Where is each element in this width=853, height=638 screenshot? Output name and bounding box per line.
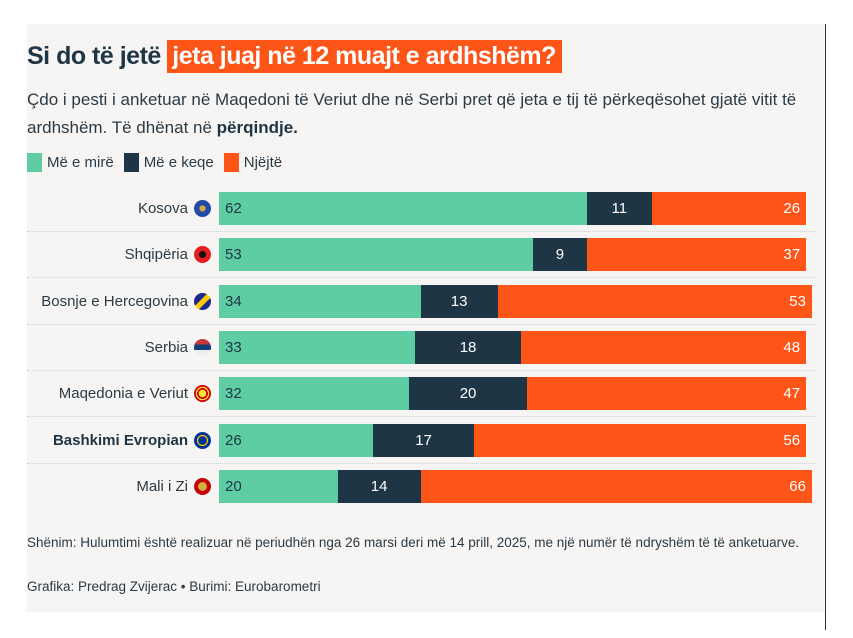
flag-kosovo-icon: [194, 200, 211, 217]
chart-card: Si do të jetë jeta juaj në 12 muajt e ar…: [27, 24, 825, 612]
row-divider: [27, 416, 815, 418]
flag-north-macedonia-icon: [194, 385, 211, 403]
category-label-text: Bosnje e Hercegovina: [41, 292, 188, 310]
data-label-same: 26: [783, 200, 801, 217]
stacked-bar-chart: Kosova 62 11 26 Shqipëria 53 9 37 Bosnje e Herce…: [27, 24, 825, 612]
bar-segment-worse: [373, 423, 474, 457]
category-label: Kosova: [138, 192, 211, 225]
flag-eu-icon: [194, 431, 211, 449]
legend-label-same: Njëjtë: [243, 154, 283, 171]
legend-item-worse: Më e keqe: [123, 153, 214, 172]
category-label-text: Serbia: [144, 338, 188, 356]
category-label-text: Maqedonia e Veriut: [58, 385, 188, 403]
row-divider: [27, 369, 815, 371]
data-label-worse: 18: [459, 338, 477, 356]
category-label-text: Bashkimi Evropian: [52, 431, 188, 449]
bar-segment-better: [219, 423, 374, 457]
data-label-better: 53: [225, 246, 242, 264]
bar-segment-worse: [337, 469, 421, 503]
legend-swatch-better: [27, 153, 42, 172]
data-label-better: 20: [225, 477, 242, 495]
category-label-text: Mali i Zi: [136, 477, 188, 495]
row-divider: [27, 231, 815, 232]
chart-subtitle: Çdo i pesti i anketuar në Maqedoni të Ve…: [27, 86, 807, 142]
data-label-same: 48: [783, 338, 801, 356]
bar-segment-worse: [414, 330, 522, 364]
flag-bosnia-icon: [194, 292, 211, 310]
bar-segment-better: [219, 377, 409, 411]
data-label-better: 26: [225, 431, 242, 449]
bar-segment-worse: [408, 377, 528, 411]
data-label-worse: 9: [555, 246, 565, 264]
data-label-worse: 11: [611, 200, 628, 217]
title-prefix: Si do të jetë: [27, 42, 161, 70]
legend-swatch-worse: [123, 153, 139, 172]
bar-segment-better: [219, 238, 534, 272]
flag-montenegro-icon: [194, 477, 211, 495]
bar-segment-better: [219, 330, 415, 364]
row-divider: [27, 323, 815, 325]
legend-label-better: Më e mirë: [47, 154, 114, 171]
legend-swatch-same: [223, 153, 239, 172]
flag-serbia-icon: [194, 338, 211, 356]
data-label-better: 34: [225, 292, 242, 310]
bar-segment-same: [651, 192, 807, 225]
bar-segment-worse: [420, 284, 498, 318]
data-label-better: 32: [225, 385, 242, 403]
page-divider-line: [825, 24, 826, 630]
bar-segment-same: [521, 330, 807, 364]
row-divider: [27, 462, 815, 464]
data-label-worse: 13: [450, 292, 468, 310]
bar-segment-better: [219, 284, 421, 318]
row-divider: [27, 277, 815, 279]
bar-segment-same: [497, 284, 812, 318]
flag-albania-icon: [194, 246, 211, 264]
title-highlight: jeta juaj në 12 muajt e ardhshëm?: [167, 40, 562, 73]
data-label-better: 62: [225, 200, 242, 217]
category-label-text: Kosova: [137, 200, 188, 217]
legend-item-better: Më e mirë: [27, 153, 114, 172]
data-label-same: 47: [783, 385, 801, 403]
data-label-same: 37: [783, 246, 801, 264]
footnote: Shënim: Hulumtimi është realizuar në per…: [27, 535, 800, 550]
legend-item-same: Njëjtë: [223, 153, 283, 172]
category-label: Serbia: [145, 331, 211, 364]
subtitle-text: Çdo i pesti i anketuar në Maqedoni të Ve…: [27, 90, 797, 137]
subtitle-bold: përqindje.: [216, 118, 298, 137]
category-label: Mali i Zi: [136, 470, 211, 503]
category-label: Shqipëria: [125, 238, 211, 271]
category-label-text: Shqipëria: [124, 246, 188, 264]
credit-line: Grafika: Predrag Zvijerac • Burimi: Euro…: [27, 579, 321, 594]
data-label-worse: 20: [459, 385, 477, 403]
data-label-better: 33: [225, 338, 242, 356]
data-label-worse: 17: [415, 431, 432, 449]
legend: Më e mirë Më e keqe Njëjtë: [27, 153, 292, 172]
data-label-same: 66: [789, 477, 806, 495]
data-label-same: 56: [783, 431, 801, 449]
category-label: Maqedonia e Veriut: [59, 377, 211, 410]
data-label-same: 53: [789, 292, 806, 310]
bar-segment-same: [527, 377, 807, 411]
bar-segment-better: [219, 192, 587, 225]
category-label: Bashkimi Evropian: [53, 424, 211, 457]
bar-segment-same: [473, 423, 807, 457]
data-label-worse: 14: [370, 477, 388, 495]
category-label: Bosnje e Hercegovina: [41, 285, 211, 318]
chart-title: Si do të jetë jeta juaj në 12 muajt e ar…: [27, 40, 562, 73]
bar-segment-same: [420, 469, 812, 503]
bar-segment-better: [219, 469, 338, 503]
bar-segment-worse: [586, 192, 652, 225]
bar-segment-same: [586, 238, 807, 272]
bar-segment-worse: [533, 238, 587, 272]
legend-label-worse: Më e keqe: [143, 154, 214, 171]
